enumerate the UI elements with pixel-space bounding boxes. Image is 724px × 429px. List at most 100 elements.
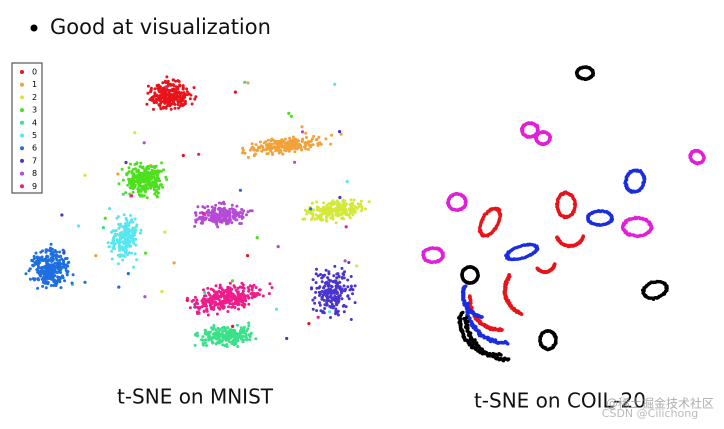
point	[344, 202, 348, 206]
legend-label: 0	[32, 68, 37, 77]
point	[62, 251, 66, 255]
point	[285, 336, 289, 341]
point	[215, 312, 219, 316]
point	[218, 219, 222, 223]
point	[295, 138, 299, 142]
point	[221, 330, 224, 334]
point	[321, 210, 325, 214]
point	[211, 208, 215, 212]
point	[476, 272, 480, 276]
point	[355, 264, 359, 268]
point	[140, 165, 143, 169]
point	[202, 294, 206, 298]
legend-box	[11, 62, 43, 194]
point	[40, 258, 44, 262]
point	[106, 241, 110, 245]
point	[83, 173, 87, 177]
point	[63, 279, 67, 283]
point	[312, 208, 316, 212]
point	[228, 281, 232, 285]
point	[220, 340, 224, 343]
point	[211, 328, 215, 331]
point	[54, 264, 58, 268]
legend-marker	[20, 184, 24, 189]
point	[212, 212, 215, 216]
point	[157, 185, 161, 189]
point	[293, 139, 297, 143]
point	[326, 288, 330, 292]
point	[280, 143, 284, 147]
point	[205, 331, 209, 335]
point	[250, 142, 254, 146]
point	[116, 172, 120, 176]
point	[53, 254, 57, 258]
point	[351, 213, 355, 217]
point	[241, 291, 245, 295]
point	[218, 207, 222, 211]
caption: t-SNE on MNIST	[117, 385, 274, 409]
point	[236, 286, 240, 290]
point	[201, 221, 205, 225]
point	[282, 145, 286, 149]
point	[133, 252, 137, 256]
point	[311, 307, 315, 311]
point	[303, 208, 307, 212]
point	[201, 343, 205, 347]
point	[193, 343, 197, 347]
point	[247, 333, 251, 337]
point	[246, 155, 250, 159]
point	[153, 177, 157, 181]
point	[311, 143, 315, 147]
point	[328, 310, 332, 314]
point	[123, 255, 127, 258]
point	[107, 245, 111, 249]
point	[300, 139, 304, 143]
point	[201, 304, 205, 308]
point	[245, 338, 249, 341]
point	[131, 220, 135, 224]
point	[496, 223, 500, 227]
point	[193, 97, 197, 101]
point	[193, 302, 197, 306]
point	[201, 338, 205, 342]
point	[194, 220, 198, 224]
point	[171, 89, 175, 93]
point	[254, 286, 258, 289]
point	[223, 289, 226, 293]
point	[156, 94, 160, 98]
legend-marker	[20, 133, 24, 138]
point	[194, 213, 198, 217]
point	[226, 299, 229, 303]
point	[60, 213, 64, 217]
point	[245, 329, 249, 333]
point	[343, 259, 347, 263]
point	[250, 285, 254, 288]
point	[313, 217, 317, 221]
point	[215, 216, 219, 220]
point	[45, 266, 49, 269]
point	[219, 286, 223, 290]
point	[247, 288, 251, 292]
point	[142, 179, 146, 183]
legend-label: 5	[32, 131, 37, 140]
point	[122, 240, 126, 244]
legend-label: 1	[32, 80, 37, 89]
point	[156, 174, 159, 178]
point	[320, 280, 324, 284]
point	[151, 98, 155, 102]
point	[116, 262, 120, 266]
point	[296, 144, 300, 148]
point	[310, 286, 313, 290]
point	[164, 90, 168, 94]
point	[139, 228, 143, 232]
point	[114, 229, 118, 233]
point	[330, 305, 334, 309]
point	[171, 83, 175, 87]
point	[133, 217, 137, 221]
point	[139, 176, 143, 180]
point	[247, 296, 251, 300]
point	[311, 278, 315, 282]
point	[169, 107, 173, 111]
point	[310, 201, 314, 205]
point	[238, 210, 242, 214]
